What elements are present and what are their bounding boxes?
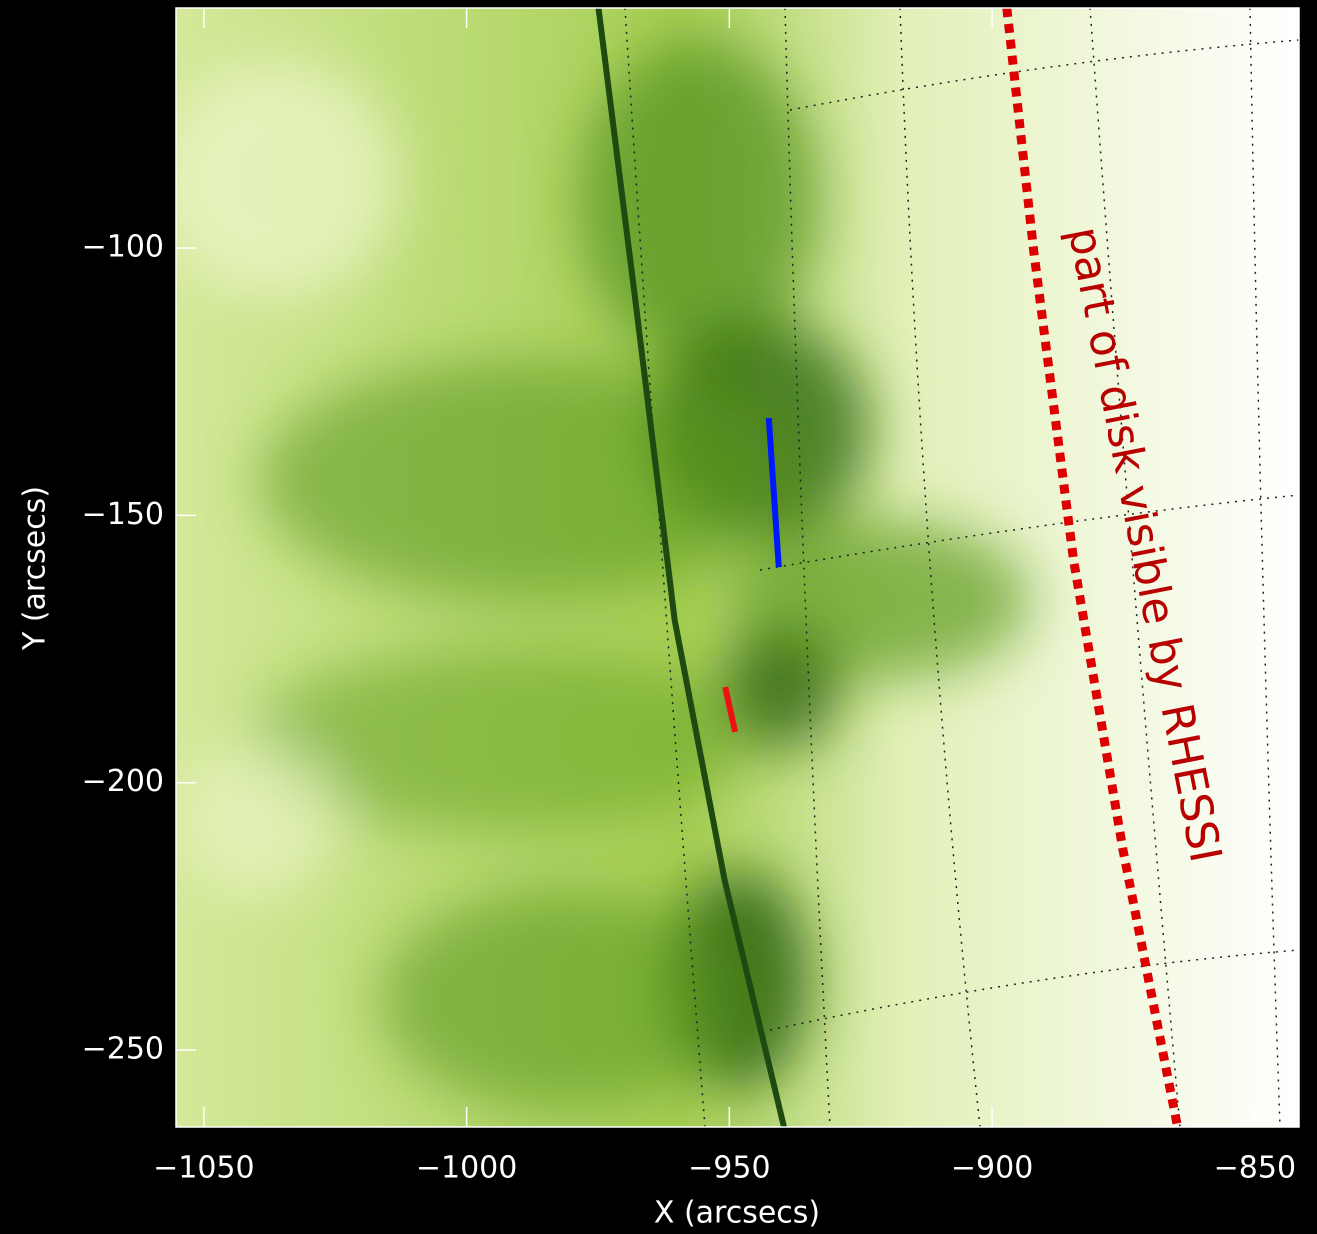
loop-region: [260, 360, 780, 600]
loop-region: [580, 40, 820, 360]
bright-region: [180, 740, 340, 900]
x-tick-label: −900: [951, 1151, 1033, 1186]
bright-region: [160, 60, 400, 300]
x-axis-label: X (arcsecs): [654, 1196, 820, 1231]
page: part of disk visible by RHESSI −1050 −100…: [0, 0, 1317, 1234]
x-tick-label: −950: [688, 1151, 770, 1186]
y-tick-label: −250: [82, 1032, 164, 1067]
x-tick-label: −1050: [153, 1151, 254, 1186]
chart: part of disk visible by RHESSI −1050 −100…: [0, 0, 1317, 1234]
x-tick-label: −1000: [416, 1151, 517, 1186]
solar-image: part of disk visible by RHESSI: [160, 8, 1299, 1127]
x-tick-label: −850: [1214, 1151, 1296, 1186]
y-tick-label: −200: [82, 764, 164, 799]
loop-region: [380, 890, 740, 1110]
y-tick-label: −150: [82, 497, 164, 532]
y-axis-label: Y (arcsecs): [18, 486, 53, 651]
y-tick-label: −100: [82, 230, 164, 265]
